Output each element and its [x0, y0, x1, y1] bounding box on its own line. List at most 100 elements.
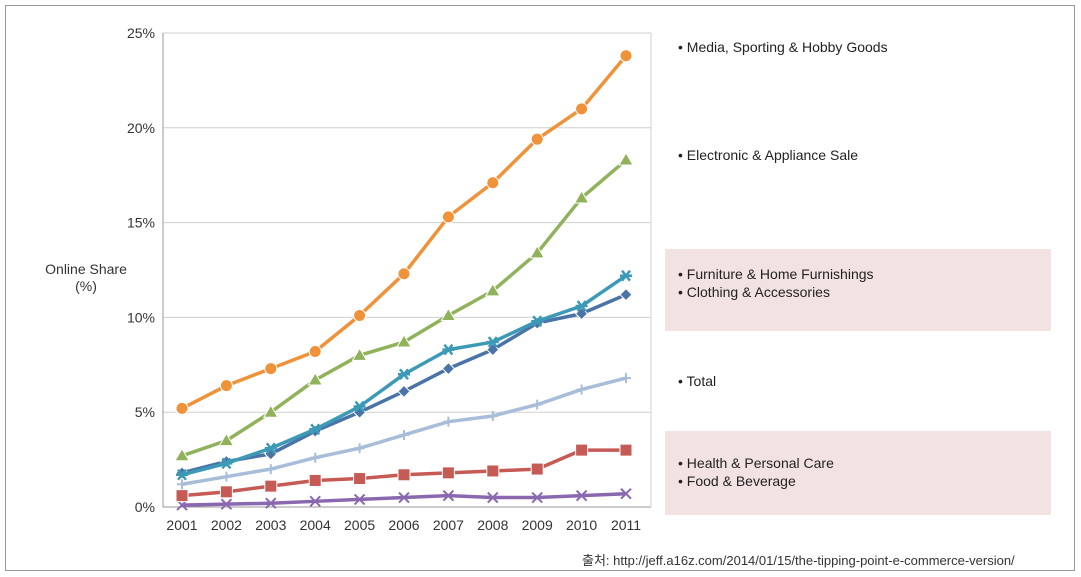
series-4-point-2010	[576, 384, 587, 395]
legend-highlight-health-food	[665, 431, 1051, 515]
series-5-point-2011	[619, 443, 633, 457]
series-0-point-2004	[308, 345, 322, 359]
series-4-point-2006	[399, 429, 409, 440]
y-tick-label-10: 10%	[127, 309, 155, 325]
series-4-point-2011	[621, 373, 631, 384]
y-tick-label-0: 0%	[135, 499, 155, 515]
series-6-point-2007	[442, 489, 455, 502]
series-0-point-2007	[441, 210, 455, 224]
series-4-point-2003	[265, 464, 276, 475]
series-6-point-2005	[353, 493, 366, 506]
series-4-point-2005	[354, 443, 365, 454]
series-0-point-2001	[175, 401, 189, 415]
series-1-point-2002	[218, 432, 235, 447]
series-2-point-2005	[353, 400, 366, 413]
chart-frame: 0% 5% 10% 15% 20% 25% 2001 2002 2003 2004 2005 2006…	[5, 5, 1075, 571]
legend-item-food: • Food & Beverage	[678, 473, 796, 489]
y-tick-label-25: 25%	[127, 25, 155, 41]
series-0-point-2006	[397, 267, 411, 281]
series-1-point-2011	[618, 152, 634, 166]
series-line-3	[181, 293, 627, 475]
series-2-point-2009	[531, 315, 544, 327]
series-2-point-2011	[620, 269, 632, 282]
series-5-point-2010	[575, 443, 589, 457]
series-5-point-2007	[441, 466, 455, 480]
series-2-point-2006	[398, 368, 410, 381]
x-tick-label-2001: 2001	[166, 517, 197, 533]
y-tick-label-20: 20%	[127, 120, 155, 136]
series-0-point-2010	[575, 102, 589, 116]
series-6-point-2004	[309, 495, 321, 508]
series-2-point-2003	[264, 442, 277, 455]
series-1-point-2007	[440, 307, 457, 322]
series-0-point-2003	[264, 362, 278, 376]
line-chart: 0% 5% 10% 15% 20% 25% 2001 2002 2003 2004 2005 2006…	[127, 25, 652, 533]
series-4-point-2007	[443, 416, 454, 427]
series-line-1	[181, 158, 628, 458]
series-5-point-2003	[264, 479, 278, 493]
x-tick-label-2005: 2005	[344, 517, 375, 533]
x-tick-label-2004: 2004	[300, 517, 331, 533]
legend-item-media: • Media, Sporting & Hobby Goods	[678, 39, 888, 55]
series-5-point-2006	[397, 468, 411, 482]
series-2-point-2010	[575, 300, 588, 312]
series-5-point-2001	[175, 489, 189, 503]
x-tick-label-2003: 2003	[255, 517, 286, 533]
source-citation: 출처: http://jeff.a16z.com/2014/01/15/the-…	[582, 553, 1015, 568]
series-1-point-2005	[351, 347, 368, 361]
series-6-point-2010	[575, 489, 588, 502]
series-2-point-2002	[220, 457, 233, 470]
y-axis-label-line1: Online Share	[45, 261, 127, 277]
legend-item-clothing: • Clothing & Accessories	[678, 284, 830, 300]
x-tick-label-2010: 2010	[566, 517, 597, 533]
series-1-point-2008	[484, 282, 501, 297]
series-4-point-2002	[221, 471, 232, 482]
x-tick-label-2008: 2008	[477, 517, 508, 533]
x-tick-label-2011: 2011	[611, 517, 641, 533]
legend-item-furniture: • Furniture & Home Furnishings	[678, 266, 874, 282]
series-1-point-2004	[307, 371, 324, 386]
series-0-point-2009	[530, 132, 544, 146]
series-2-point-2001	[176, 468, 188, 481]
y-tick-label-15: 15%	[127, 215, 155, 231]
series-4-point-2004	[310, 452, 321, 463]
series-3-point-2011	[619, 287, 633, 302]
series-2-point-2007	[442, 343, 455, 356]
x-tick-label-2006: 2006	[388, 517, 419, 533]
series-5-point-2008	[486, 464, 500, 478]
series-2-point-2004	[309, 423, 322, 436]
series-6-point-2002	[220, 498, 233, 510]
series-6-point-2006	[398, 491, 410, 504]
series-4-point-2009	[532, 399, 543, 410]
series-line-6	[181, 491, 627, 507]
series-0-point-2011	[619, 49, 633, 63]
y-axis-label: Online Share (%)	[36, 261, 136, 295]
series-3-point-2006	[397, 384, 411, 399]
series-2-point-2008	[486, 336, 499, 348]
x-tick-label-2007: 2007	[433, 517, 464, 533]
legend-item-health: • Health & Personal Care	[678, 455, 834, 471]
series-6-point-2011	[620, 488, 632, 500]
series-0-point-2005	[353, 309, 367, 323]
series-6-point-2009	[531, 491, 543, 504]
series-3-point-2007	[441, 361, 456, 376]
x-tick-label-2002: 2002	[211, 517, 242, 533]
y-axis-label-line2: (%)	[75, 278, 97, 294]
series-1-point-2001	[174, 447, 190, 462]
series-line-0	[181, 54, 628, 410]
legend-item-electronic: • Electronic & Appliance Sale	[678, 147, 859, 163]
series-6-point-2008	[487, 491, 499, 504]
series-5-point-2004	[308, 473, 322, 487]
legend-highlight-furniture-clothing	[665, 249, 1051, 331]
x-tick-label-2009: 2009	[522, 517, 553, 533]
series-5-point-2002	[219, 485, 233, 499]
legend-item-total: • Total	[678, 373, 717, 389]
y-tick-label-5: 5%	[135, 404, 155, 420]
series-5-point-2009	[530, 462, 544, 476]
series-4-point-2001	[177, 479, 187, 490]
series-6-point-2003	[265, 497, 277, 509]
series-1-point-2010	[573, 189, 590, 204]
series-0-point-2008	[486, 176, 500, 190]
series-1-point-2003	[262, 404, 279, 418]
series-0-point-2002	[219, 379, 233, 393]
